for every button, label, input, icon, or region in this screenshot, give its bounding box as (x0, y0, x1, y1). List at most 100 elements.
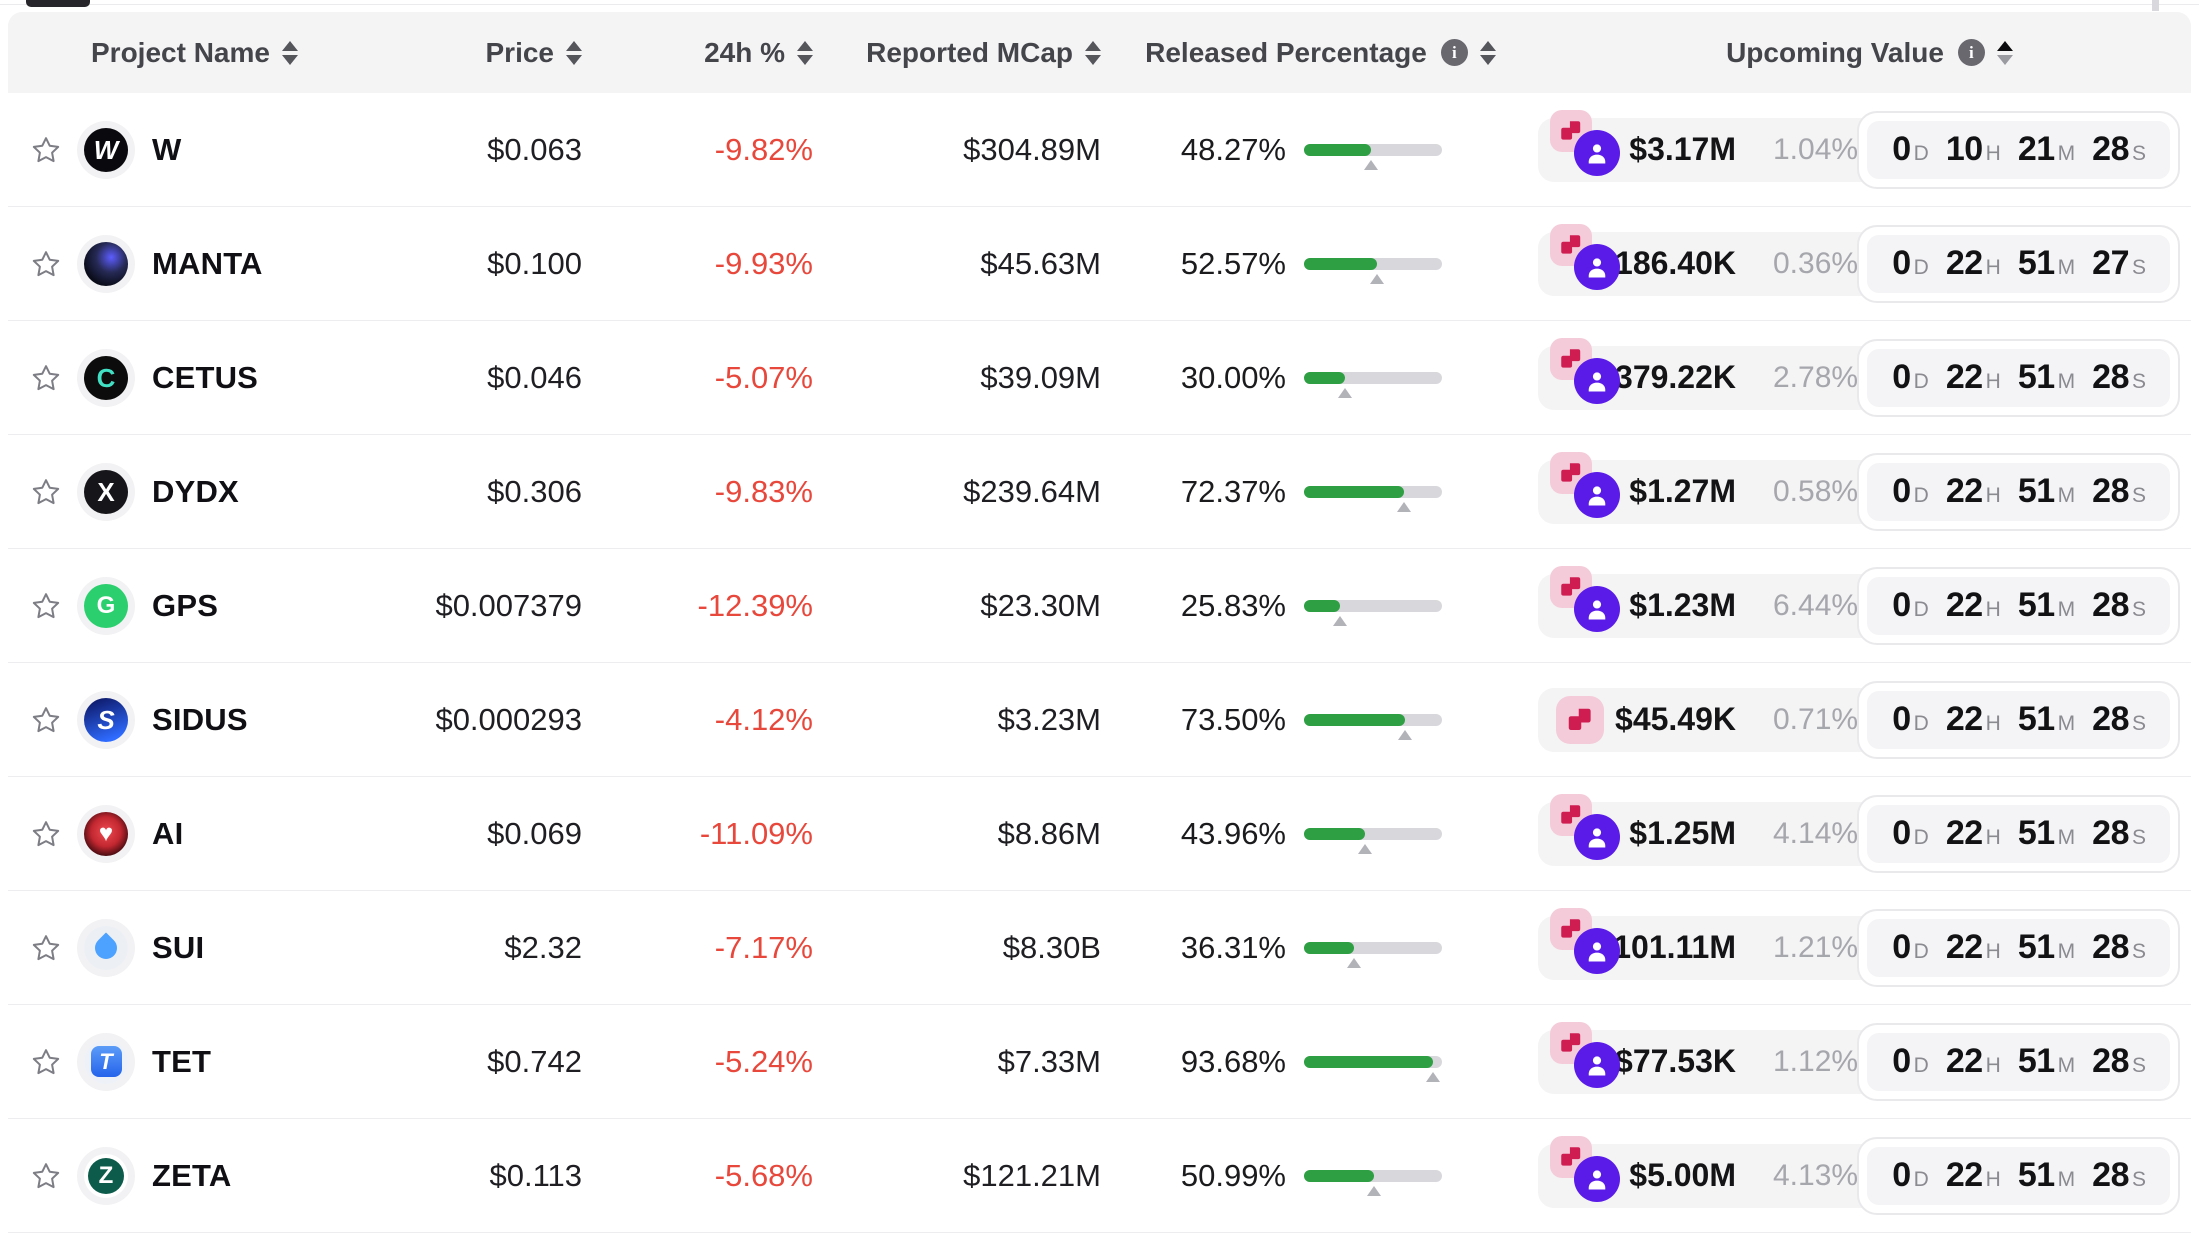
header-cell-upcoming-value[interactable]: Upcoming Value i (1506, 37, 2199, 69)
favorite-star-icon[interactable] (30, 134, 62, 166)
header-cell-24h-change[interactable]: 24h % (598, 37, 829, 69)
token-unlocks-table: Project Name Price 24h % Reported MCap R… (8, 12, 2191, 1233)
unlock-icons (1546, 907, 1632, 980)
project-name: SIDUS (152, 701, 248, 737)
manta-token-icon (84, 241, 128, 286)
favorite-cell (8, 1160, 84, 1192)
countdown-minutes: 51 M (2017, 244, 2076, 282)
header-cell-released-percentage[interactable]: Released Percentage i (1145, 37, 1496, 69)
table-row[interactable]: T TET $0.742 -5.24% $7.33M 93.68% (8, 1005, 2191, 1119)
unlock-icons (1546, 451, 1632, 524)
progress-marker-icon (1332, 615, 1347, 626)
price-value: $0.100 (487, 245, 582, 281)
change-24h: -9.82% (714, 131, 813, 167)
upcoming-value: $1.25M (1629, 815, 1736, 851)
table-row[interactable]: G GPS $0.007379 -12.39% $23.30M 25.83% (8, 549, 2191, 663)
released-cell: 25.83% (1117, 588, 1464, 626)
favorite-star-icon[interactable] (30, 1046, 62, 1078)
progress-marker-icon (1367, 1185, 1382, 1196)
table-row[interactable]: X DYDX $0.306 -9.83% $239.64M 72.37% (8, 435, 2191, 549)
sui-token-icon (84, 925, 128, 970)
table-row[interactable]: ♥ AI $0.069 -11.09% $8.86M 43.96% (8, 777, 2191, 891)
upcoming-percentage: 4.13% (1773, 1158, 1859, 1192)
unlock-icons (1546, 688, 1632, 752)
w-token-icon: W (84, 127, 128, 172)
countdown-hours: 22 H (1945, 814, 2001, 852)
unlock-icons (1546, 565, 1632, 638)
favorite-star-icon[interactable] (30, 704, 62, 736)
change-24h: -4.12% (714, 701, 813, 737)
sort-icon-active-asc[interactable] (1996, 40, 2013, 65)
sort-icon[interactable] (281, 40, 298, 65)
header-cell-project-name[interactable]: Project Name (8, 37, 392, 69)
released-percentage: 30.00% (1180, 359, 1286, 395)
countdown-seconds: 28 S (2092, 928, 2146, 966)
favorite-cell (8, 818, 84, 850)
upcoming-value: $1.27M (1629, 473, 1736, 509)
favorite-star-icon[interactable] (30, 476, 62, 508)
upcoming-percentage: 4.14% (1773, 816, 1859, 850)
favorite-cell (8, 134, 84, 166)
table-row[interactable]: W W $0.063 -9.82% $304.89M 48.27% (8, 93, 2191, 207)
change-24h: -7.17% (714, 929, 813, 965)
favorite-star-icon[interactable] (30, 932, 62, 964)
released-progressbar (1304, 371, 1442, 398)
released-cell: 52.57% (1117, 245, 1464, 284)
token-letter: C (96, 362, 116, 393)
table-row[interactable]: Z ZETA $0.113 -5.68% $121.21M 50.99% (8, 1119, 2191, 1233)
sort-icon[interactable] (797, 40, 813, 65)
upcoming-percentage: 0.58% (1773, 474, 1859, 508)
table-row[interactable]: C CETUS $0.046 -5.07% $39.09M 30.00% (8, 321, 2191, 435)
unlock-icons (1546, 793, 1632, 866)
progress-fill (1304, 827, 1365, 840)
price-value: $0.742 (487, 1043, 582, 1079)
favorite-star-icon[interactable] (30, 818, 62, 850)
project-name: AI (152, 815, 184, 851)
header-label: Upcoming Value (1726, 36, 1944, 68)
info-icon[interactable]: i (1957, 39, 1985, 66)
countdown-hours: 10 H (1945, 130, 2001, 168)
favorite-cell (8, 1046, 84, 1078)
countdown-seconds: 28 S (2092, 130, 2146, 168)
table-row[interactable]: MANTA $0.100 -9.93% $45.63M 52.57% (8, 207, 2191, 321)
sort-icon[interactable] (1479, 40, 1496, 65)
header-cell-price[interactable]: Price (392, 37, 598, 69)
sort-icon[interactable] (566, 40, 582, 65)
table-row[interactable]: S SIDUS $0.000293 -4.12% $3.23M 73.50% (8, 663, 2191, 777)
header-cell-reported-mcap[interactable]: Reported MCap (829, 37, 1117, 69)
progress-fill (1304, 485, 1404, 498)
released-percentage: 52.57% (1180, 245, 1286, 281)
countdown-minutes: 51 M (2017, 586, 2076, 624)
countdown-hours: 22 H (1945, 244, 2001, 282)
released-progressbar (1304, 713, 1442, 740)
table-row[interactable]: SUI $2.32 -7.17% $8.30B 36.31% (8, 891, 2191, 1005)
scrollbar-fragment[interactable] (2152, 0, 2159, 11)
favorite-star-icon[interactable] (30, 248, 62, 280)
countdown-hours: 22 H (1945, 700, 2001, 738)
favorite-star-icon[interactable] (30, 362, 62, 394)
info-icon[interactable]: i (1440, 39, 1468, 66)
favorite-star-icon[interactable] (30, 590, 62, 622)
person-icon (1574, 471, 1620, 518)
favorite-star-icon[interactable] (30, 1160, 62, 1192)
sort-icon[interactable] (1085, 40, 1101, 65)
price-value: $0.063 (487, 131, 582, 167)
upcoming-value: $45.49K (1615, 701, 1736, 737)
